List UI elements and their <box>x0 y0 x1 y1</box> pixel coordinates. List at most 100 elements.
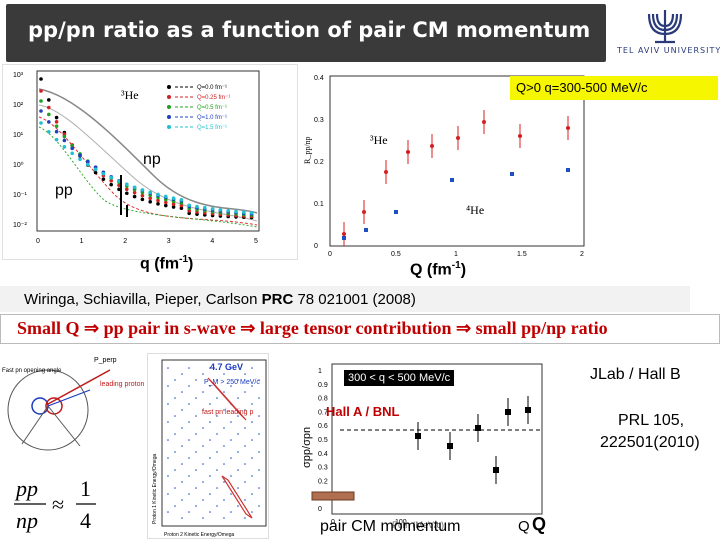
dalitz-dot <box>230 367 232 369</box>
right-x-tick: 0.5 <box>391 251 401 258</box>
left-x-tick: 1 <box>80 238 84 245</box>
dalitz-dot <box>167 385 169 387</box>
dalitz-dot <box>244 445 246 447</box>
right-y-tick: 0.3 <box>314 117 324 124</box>
dalitz-dot <box>237 397 239 399</box>
theory-point <box>86 159 90 164</box>
dalitz-dot <box>230 475 232 477</box>
dalitz-dot <box>251 493 253 495</box>
dalitz-dot <box>244 391 246 393</box>
theory-point <box>125 191 129 196</box>
dalitz-y-axis-label: Proton 1 Kinetic Energy/Omega <box>152 453 158 524</box>
jlab-y-tick: 0.5 <box>318 437 328 444</box>
jlab-y-tick: 0.6 <box>318 423 328 430</box>
dalitz-dot <box>167 493 169 495</box>
formula-rhs-denominator: 4 <box>80 508 91 533</box>
theory-point <box>39 89 43 93</box>
theory-point <box>70 146 74 151</box>
dalitz-dot <box>258 397 260 399</box>
dalitz-dot <box>237 379 239 381</box>
theory-point <box>125 187 129 192</box>
jlab-data-points <box>415 396 531 484</box>
dalitz-dot <box>251 457 253 459</box>
dalitz-dot <box>181 517 183 519</box>
dalitz-dot <box>216 433 218 435</box>
formula-lhs-denominator: np <box>16 508 38 533</box>
dalitz-dot <box>216 415 218 417</box>
dalitz-dot <box>188 367 190 369</box>
jlab-x-tick: 100 <box>395 519 407 526</box>
theory-point <box>117 183 121 188</box>
dalitz-dot <box>216 469 218 471</box>
pp-point <box>430 144 434 148</box>
dalitz-dot <box>251 439 253 441</box>
dalitz-dot <box>195 505 197 507</box>
theory-point <box>164 203 168 208</box>
theory-point <box>171 202 176 206</box>
dalitz-dot <box>167 457 169 459</box>
jlab-point <box>493 467 499 473</box>
dalitz-dot <box>209 421 211 423</box>
legend-entry: Q=0.0 fm⁻¹ <box>197 85 227 91</box>
left-y-ticks: 10³ 10² 10¹ 10⁰ 10⁻¹ 10⁻² <box>13 72 27 229</box>
theory-point <box>156 192 160 197</box>
dalitz-x-axis-label: Proton 2 Kinetic Energy/Omega <box>164 532 235 538</box>
dalitz-dot <box>202 517 204 519</box>
summary-statement: Small Q ⇒ pp pair in s-wave ⇒ large tens… <box>0 314 720 344</box>
dalitz-dot <box>230 511 232 513</box>
dalitz-scatter-graphic: 4.7 GeV P_M > 250 MeV/c fast pn leading … <box>152 359 267 538</box>
theory-point <box>226 208 230 213</box>
dalitz-dot <box>223 427 225 429</box>
theory-point <box>62 134 67 139</box>
dalitz-dot <box>258 469 260 471</box>
dalitz-dot <box>230 439 232 441</box>
right-y-tick: 0.2 <box>314 159 324 166</box>
formula-lhs-numerator: pp <box>14 476 38 501</box>
theory-point <box>70 144 74 148</box>
legend-marker <box>167 115 171 119</box>
theory-point <box>203 205 207 210</box>
dalitz-dot <box>230 457 232 459</box>
theory-point <box>54 124 59 129</box>
theory-point <box>179 197 184 202</box>
theory-point <box>39 109 43 113</box>
dalitz-dot <box>237 469 239 471</box>
dalitz-dot <box>230 385 232 387</box>
hall-a-label: Hall A / BNL <box>326 404 400 419</box>
theory-point <box>47 105 51 110</box>
theory-point <box>171 196 176 200</box>
left-x-ticks: 0 1 2 3 4 5 <box>36 238 258 245</box>
dalitz-dot <box>188 439 190 441</box>
pp-point <box>342 232 346 236</box>
theory-point <box>54 115 59 120</box>
dalitz-dot <box>223 373 225 375</box>
dalitz-dot <box>258 433 260 435</box>
theory-point <box>140 188 145 192</box>
theory-point <box>148 200 152 204</box>
theory-point <box>148 196 152 201</box>
dalitz-dot <box>209 475 211 477</box>
dalitz-dots <box>167 367 260 519</box>
reference-citation: Wiringa, Schiavilla, Pieper, Carlson PRC… <box>0 286 690 312</box>
right-x-ticks: 0 0.5 1 1.5 2 <box>328 251 584 258</box>
formula-rhs-numerator: 1 <box>80 476 91 501</box>
dalitz-dot <box>202 409 204 411</box>
theory-momentum-plot: Q=0.0 fm⁻¹ Q=0.25 fm⁻¹ Q=0.5 fm⁻¹ Q=1.0 fm⁻… <box>2 64 298 260</box>
theory-point <box>54 129 59 134</box>
pp-point <box>518 134 522 138</box>
dalitz-dot <box>230 493 232 495</box>
jlab-y-tick: 0 <box>318 506 322 513</box>
theory-data-points <box>39 77 254 220</box>
theory-point <box>242 210 246 214</box>
q-range-label: 300 < q < 500 MeV/c <box>344 370 455 386</box>
theory-point <box>195 204 199 209</box>
dalitz-dot <box>251 475 253 477</box>
dalitz-dot <box>195 379 197 381</box>
pp-point <box>482 120 486 124</box>
right-x-axis-label: Q (fm-1) <box>410 260 467 279</box>
dalitz-dot <box>244 517 246 519</box>
q-dependence-graphic: 0 0.5 1 1.5 2 0.4 0.3 0.2 0.1 0 R_pp/np ³He ⁴He <box>303 75 585 258</box>
legend-marker <box>167 85 171 89</box>
